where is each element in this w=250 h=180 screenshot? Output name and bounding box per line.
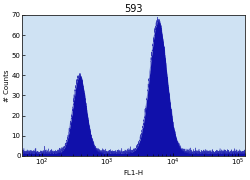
Y-axis label: # Counts: # Counts bbox=[4, 69, 10, 102]
X-axis label: FL1-H: FL1-H bbox=[123, 170, 144, 176]
Title: 593: 593 bbox=[124, 4, 142, 14]
